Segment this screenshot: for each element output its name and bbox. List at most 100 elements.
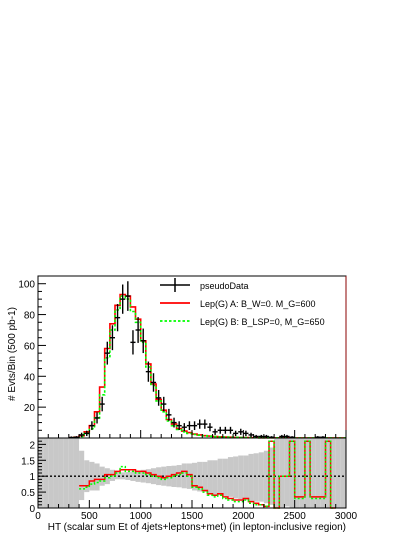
ratio-band-bin	[186, 463, 192, 489]
ratio-band-bin	[279, 438, 285, 508]
ratio-band-bin	[207, 460, 213, 494]
data-point	[89, 421, 95, 431]
data-point	[192, 421, 198, 431]
ratio-band-bin	[233, 456, 239, 499]
ratio-band-bin	[130, 471, 136, 481]
data-point	[166, 408, 172, 421]
data-point	[217, 426, 223, 434]
data-point	[130, 330, 136, 355]
data-point	[161, 396, 167, 412]
ratio-band-bin	[315, 438, 321, 508]
ratio-band-bin	[63, 438, 69, 508]
legend-item: Lep(G) B: B_LSP=0, M_G=650	[160, 317, 325, 327]
data-point	[94, 412, 100, 424]
data-point	[140, 328, 146, 354]
ratio-band-bin	[294, 438, 300, 508]
ratio-y-tick-label: 0	[29, 504, 35, 515]
ratio-band-bin	[79, 450, 85, 501]
ratio-band-bin	[330, 438, 336, 508]
ratio-band-bin	[238, 455, 244, 500]
ratio-band-bin	[43, 438, 49, 508]
data-point	[125, 281, 131, 311]
ratio-band-bin	[320, 438, 326, 508]
ratio-band-bin	[115, 471, 121, 480]
ratio-band-bin	[258, 452, 264, 502]
ratio-band-bin	[325, 438, 331, 508]
data-point	[120, 284, 126, 314]
ratio-band-bin	[304, 438, 311, 508]
ratio-y-tick-label: 0.5	[21, 488, 35, 499]
data-point	[197, 419, 203, 429]
ratio-band-bin	[227, 457, 234, 497]
ratio-band-bin	[289, 438, 295, 508]
ratio-band-bin	[274, 438, 280, 508]
data-point	[176, 421, 182, 431]
data-point	[99, 396, 105, 412]
x-axis-label: HT (scalar sum Et of 4jets+leptons+met) …	[48, 522, 346, 533]
data-point	[115, 304, 121, 332]
data-point	[233, 430, 239, 437]
data-point	[238, 428, 244, 435]
y-tick-label: 20	[24, 403, 36, 414]
data-point	[145, 361, 151, 382]
data-point	[156, 390, 162, 406]
data-point	[284, 434, 290, 438]
x-tick-label: 500	[81, 511, 98, 522]
ratio-band-bin	[263, 450, 269, 504]
ratio-band-bin	[243, 455, 249, 501]
data-point	[186, 421, 192, 431]
data-point	[253, 434, 259, 438]
series-line-model-a	[68, 293, 346, 439]
ratio-band-bin	[68, 438, 74, 508]
ratio-band-bin	[284, 438, 290, 507]
ratio-band-bin	[202, 461, 208, 493]
data-point	[109, 325, 115, 351]
data-point	[207, 423, 213, 432]
ratio-band-bin	[58, 438, 64, 508]
data-point	[243, 430, 249, 437]
data-point	[84, 430, 90, 437]
y-tick-label: 80	[24, 311, 36, 322]
ratio-panel: 0 500 1000 1500 2000 2500 3000 0 0.5 1 1.5 2	[21, 437, 358, 522]
legend-label: Lep(G) B: B_LSP=0, M_G=650	[200, 317, 325, 327]
x-tick-label: 3000	[335, 511, 358, 522]
ratio-band-bin	[145, 469, 151, 484]
data-point	[279, 434, 285, 438]
y-axis-label: # Evts/Bin (500 pb-1)	[7, 307, 18, 401]
data-point	[171, 417, 177, 428]
data-point	[79, 432, 85, 438]
legend-item: pseudoData	[160, 278, 249, 292]
data-point	[263, 434, 269, 438]
ratio-band-bin	[340, 438, 346, 508]
data-point	[227, 426, 234, 434]
ratio-band-bin	[222, 458, 228, 496]
x-tick-label: 2500	[284, 511, 307, 522]
ratio-y-tick-label: 2	[29, 440, 35, 451]
ratio-band-bin	[150, 468, 157, 485]
ratio-band-bin	[299, 438, 305, 508]
ratio-band-bin	[48, 438, 54, 508]
data-point	[104, 341, 110, 365]
data-point	[202, 419, 208, 429]
legend-item: Lep(G) A: B_W=0. M_G=600	[160, 299, 316, 309]
legend: pseudoData Lep(G) A: B_W=0. M_G=600 Lep(G)…	[160, 278, 325, 327]
ratio-band-bin	[53, 438, 59, 508]
ratio-series-a	[79, 440, 336, 509]
data-point	[135, 317, 141, 343]
data-point	[222, 426, 228, 434]
ratio-band-bin	[310, 438, 316, 508]
ratio-y-tick-label: 1.5	[21, 456, 35, 467]
ratio-band-bin	[109, 469, 115, 481]
data-point	[248, 432, 254, 438]
ratio-band-bin	[335, 438, 341, 508]
x-tick-label: 0	[35, 511, 41, 522]
x-tick-label: 1000	[130, 511, 153, 522]
x-tick-label: 2000	[232, 511, 255, 522]
ratio-series-b	[79, 440, 336, 509]
data-point	[181, 423, 187, 432]
y-tick-label: 60	[24, 341, 36, 352]
ratio-band-bin	[217, 458, 223, 496]
ratio-band-bin	[253, 453, 259, 502]
ratio-band-bin	[73, 438, 80, 508]
